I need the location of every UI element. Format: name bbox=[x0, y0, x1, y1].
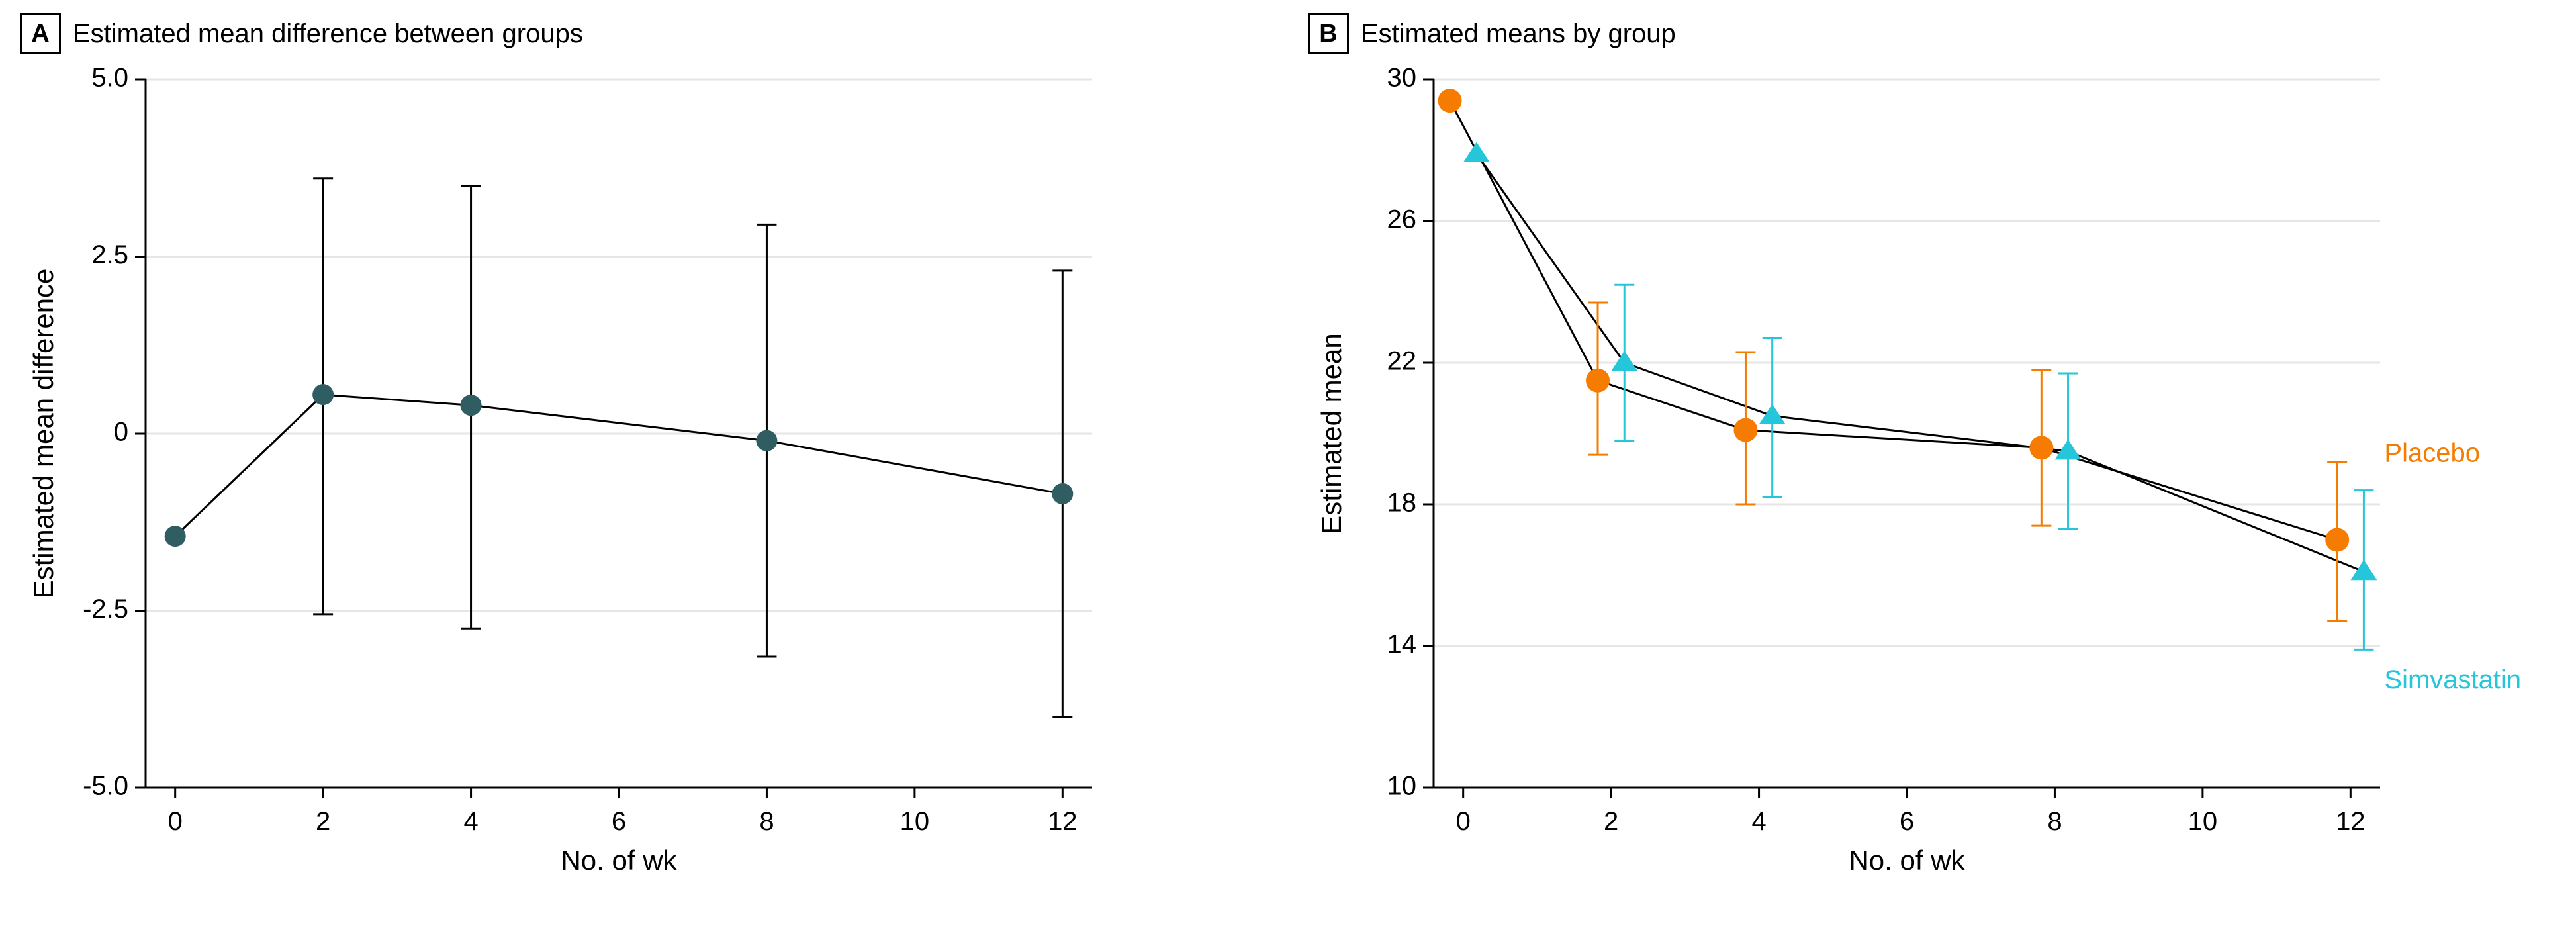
data-point bbox=[2325, 528, 2349, 552]
x-tick-label: 4 bbox=[1751, 807, 1766, 836]
y-tick-label: 0 bbox=[114, 418, 128, 447]
y-tick-label: 18 bbox=[1387, 489, 1417, 518]
panel-a-plot: -5.0 -2.5 0 2.5 5.0 0 2 4 6 8 10 12 No. of wk Estimat… bbox=[20, 60, 1268, 894]
panel-b-letter: B bbox=[1308, 13, 1349, 54]
panel-b: B Estimated means by group 1014182226300… bbox=[1308, 13, 2556, 894]
x-tick-label: 8 bbox=[2047, 807, 2062, 836]
data-point bbox=[2029, 436, 2053, 459]
panel-b-svg: 10 14 18 22 26 30 0 2 4 6 8 10 12 No. of wk Estimated … bbox=[1308, 60, 2546, 894]
y-tick-label: 2.5 bbox=[91, 240, 128, 269]
panel-a-svg: -5.0 -2.5 0 2.5 5.0 0 2 4 6 8 10 12 No. of wk Estimat… bbox=[20, 60, 1258, 894]
y-axis-label: Estimated mean difference bbox=[28, 269, 59, 599]
x-tick-label: 10 bbox=[900, 807, 930, 836]
x-tick-label: 12 bbox=[1048, 807, 1078, 836]
data-point bbox=[1759, 404, 1786, 424]
y-tick-label: 30 bbox=[1387, 64, 1417, 93]
figure-two-panel: A Estimated mean difference between grou… bbox=[0, 0, 2576, 914]
data-point bbox=[1438, 89, 1462, 113]
x-axis-label: No. of wk bbox=[1849, 845, 1965, 876]
panel-b-plot: 10 14 18 22 26 30 0 2 4 6 8 10 12 No. of wk Estimated … bbox=[1308, 60, 2556, 894]
y-tick-label: 14 bbox=[1387, 630, 1417, 659]
y-tick-label: 22 bbox=[1387, 347, 1417, 376]
x-tick-label: 2 bbox=[316, 807, 330, 836]
data-point bbox=[756, 430, 777, 451]
y-tick-label: 5.0 bbox=[91, 64, 128, 93]
legend-label: Placebo bbox=[2384, 439, 2480, 468]
y-tick-label: -5.0 bbox=[83, 772, 128, 801]
data-point bbox=[1463, 142, 1490, 162]
panel-b-title: Estimated means by group bbox=[1361, 19, 1676, 49]
y-tick-label: 10 bbox=[1387, 772, 1417, 801]
x-tick-label: 8 bbox=[759, 807, 774, 836]
panel-b-header: B Estimated means by group bbox=[1308, 13, 2556, 54]
legend-label: Simvastatin bbox=[2384, 665, 2521, 694]
x-tick-label: 0 bbox=[168, 807, 183, 836]
y-tick-label: -2.5 bbox=[83, 594, 128, 624]
data-point bbox=[2350, 560, 2377, 581]
data-point bbox=[312, 384, 334, 405]
x-tick-label: 2 bbox=[1604, 807, 1618, 836]
panel-a: A Estimated mean difference between grou… bbox=[20, 13, 1268, 894]
data-point bbox=[1611, 351, 1637, 371]
data-point bbox=[1052, 483, 1073, 504]
x-tick-label: 10 bbox=[2188, 807, 2218, 836]
x-tick-label: 6 bbox=[1900, 807, 1914, 836]
x-tick-label: 6 bbox=[612, 807, 626, 836]
panel-a-title: Estimated mean difference between groups bbox=[73, 19, 583, 49]
panel-a-header: A Estimated mean difference between grou… bbox=[20, 13, 1268, 54]
y-tick-label: 26 bbox=[1387, 205, 1417, 234]
x-tick-label: 0 bbox=[1456, 807, 1471, 836]
data-point bbox=[165, 526, 186, 547]
panel-a-letter: A bbox=[20, 13, 61, 54]
data-point bbox=[1586, 369, 1610, 393]
data-point bbox=[1733, 418, 1757, 442]
x-axis-label: No. of wk bbox=[561, 845, 677, 876]
data-point bbox=[461, 395, 482, 416]
x-tick-label: 4 bbox=[463, 807, 478, 836]
y-axis-label: Estimated mean bbox=[1316, 333, 1347, 534]
x-tick-label: 12 bbox=[2336, 807, 2366, 836]
